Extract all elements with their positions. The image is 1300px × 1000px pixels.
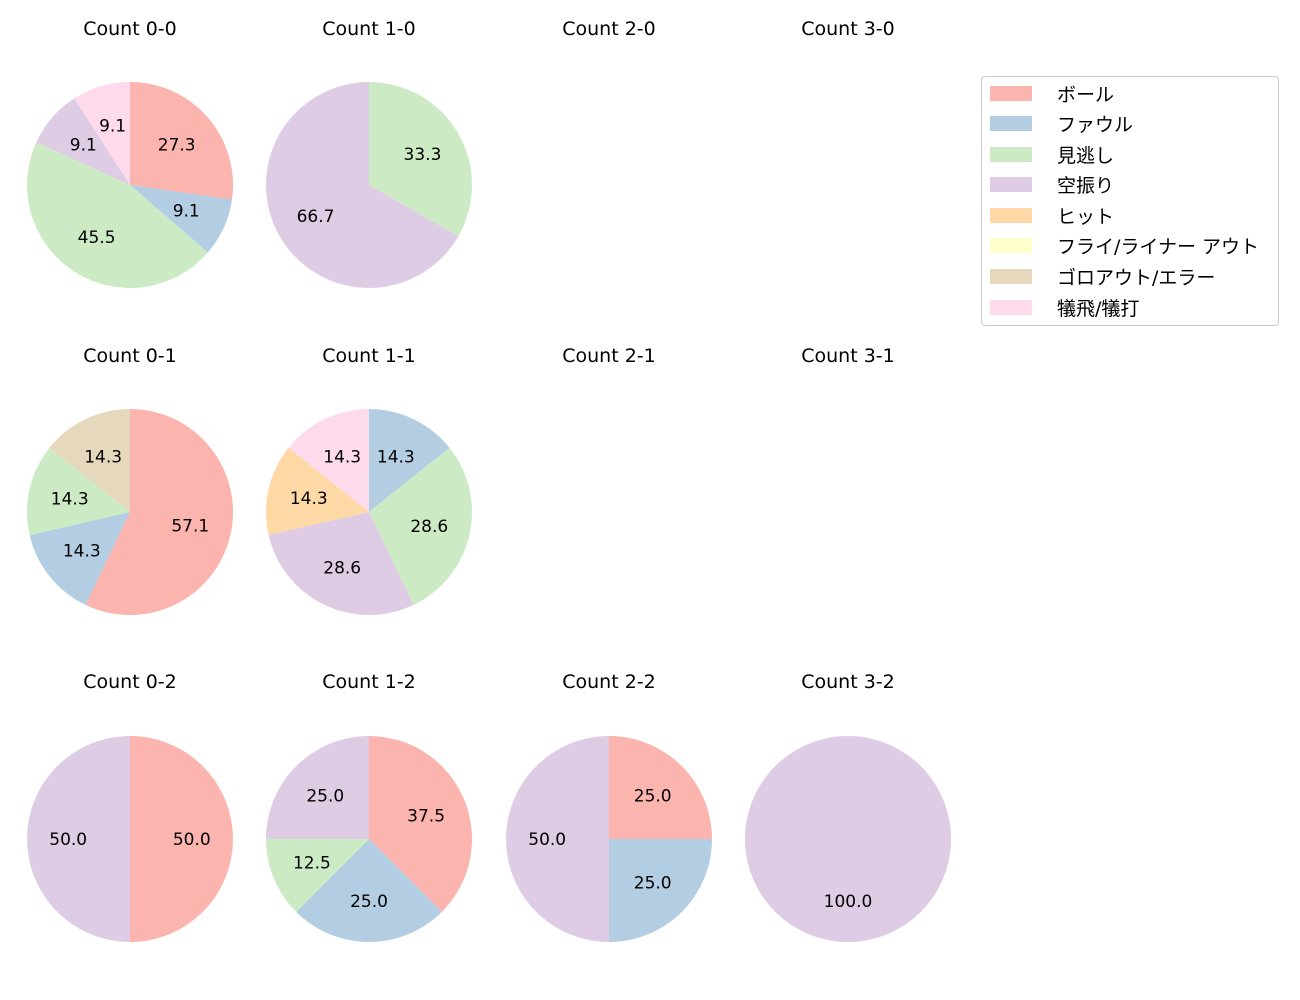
pie-slice (296, 839, 442, 942)
slice-label: 14.3 (63, 542, 101, 562)
slice-label: 33.3 (404, 145, 442, 165)
slice-label: 9.1 (173, 202, 200, 222)
legend-swatch (990, 237, 1032, 253)
pie-slice (49, 409, 131, 512)
legend-item: フライ/ライナー アウト (990, 235, 1259, 258)
legend-item: ヒット (990, 205, 1114, 228)
chart-title: Count 2-2 (562, 671, 656, 693)
slice-label: 100.0 (824, 892, 873, 912)
pie-slice (130, 82, 233, 200)
chart-title: Count 3-2 (801, 671, 895, 693)
slice-label: 14.3 (377, 447, 415, 467)
pie-slice (369, 447, 473, 605)
legend-item: 見逃し (990, 144, 1114, 167)
chart-title: Count 2-1 (562, 345, 656, 367)
legend-swatch (990, 146, 1032, 162)
chart-title: Count 2-0 (562, 18, 656, 40)
chart-title: Count 0-2 (83, 671, 177, 693)
legend-label: フライ/ライナー アウト (1057, 235, 1260, 258)
pie-slice (506, 736, 609, 942)
legend-label: ゴロアウト/エラー (1057, 266, 1216, 289)
chart-title: Count 1-0 (322, 18, 416, 40)
pie-slice (266, 839, 369, 912)
legend-label: 見逃し (1057, 144, 1115, 167)
slice-label: 27.3 (158, 136, 196, 156)
legend-label: 犠飛/犠打 (1057, 297, 1140, 320)
legend-label: ファウル (1057, 113, 1134, 136)
pie-slice (369, 82, 472, 237)
slice-label: 28.6 (410, 517, 448, 537)
chart-title: Count 3-0 (801, 18, 895, 40)
legend-item: 犠飛/犠打 (990, 297, 1139, 320)
legend-item: ゴロアウト/エラー (990, 266, 1215, 289)
slice-label: 28.6 (323, 559, 361, 579)
pie-slice (745, 736, 951, 942)
pie-slice (369, 409, 450, 512)
legend-label: ヒット (1057, 205, 1115, 228)
pie-slice (36, 98, 130, 185)
legend-swatch (990, 85, 1032, 101)
slice-label: 14.3 (51, 489, 89, 509)
pie-slice (26, 447, 131, 536)
legend-item: ファウル (990, 113, 1133, 136)
pie-slice (288, 409, 369, 512)
slice-label: 57.1 (171, 517, 209, 537)
slice-label: 25.0 (306, 786, 344, 806)
pie-slice (266, 82, 459, 288)
legend-swatch (990, 268, 1032, 284)
pie-slice (609, 839, 712, 942)
pie-slice (26, 142, 208, 289)
slice-label: 9.1 (99, 117, 126, 137)
pie-slice (268, 512, 414, 615)
legend-item: ボール (990, 83, 1114, 106)
pie-slice (369, 736, 472, 912)
chart-title: Count 1-2 (322, 671, 416, 693)
pie-slice (266, 736, 369, 839)
chart-title: Count 1-1 (322, 345, 416, 367)
chart-title: Count 0-1 (83, 345, 177, 367)
slice-label: 50.0 (173, 830, 211, 850)
chart-title: Count 0-0 (83, 18, 177, 40)
slice-label: 9.1 (70, 136, 97, 156)
legend-swatch (990, 299, 1032, 315)
chart-title: Count 3-1 (801, 345, 895, 367)
legend-label: ボール (1057, 83, 1115, 106)
legend: ボール ファウル 見逃し 空振り ヒット フライ/ライナー アウト ゴロアウト/… (981, 76, 1279, 326)
legend-swatch (990, 115, 1032, 131)
pie-slice (85, 409, 233, 615)
slice-label: 25.0 (350, 892, 388, 912)
pie-slice (29, 512, 130, 605)
legend-label: 空振り (1057, 174, 1115, 197)
slice-label: 66.7 (297, 207, 335, 227)
pie-slice (27, 736, 130, 942)
pie-slice (265, 447, 369, 535)
slice-label: 12.5 (293, 854, 331, 874)
pie-slice (130, 736, 233, 942)
legend-item: 空振り (990, 174, 1114, 197)
slice-label: 25.0 (634, 786, 672, 806)
slice-label: 50.0 (49, 830, 87, 850)
legend-swatch (990, 176, 1032, 192)
slice-label: 37.5 (407, 806, 445, 826)
pie-slice (74, 82, 130, 185)
slice-label: 50.0 (528, 830, 566, 850)
slice-label: 25.0 (634, 874, 672, 894)
slice-label: 14.3 (290, 489, 328, 509)
slice-label: 14.3 (84, 447, 122, 467)
slice-label: 45.5 (78, 228, 116, 248)
pie-slice (130, 185, 232, 253)
pie-slice (609, 736, 712, 839)
legend-swatch (990, 207, 1032, 223)
slice-label: 14.3 (323, 447, 361, 467)
